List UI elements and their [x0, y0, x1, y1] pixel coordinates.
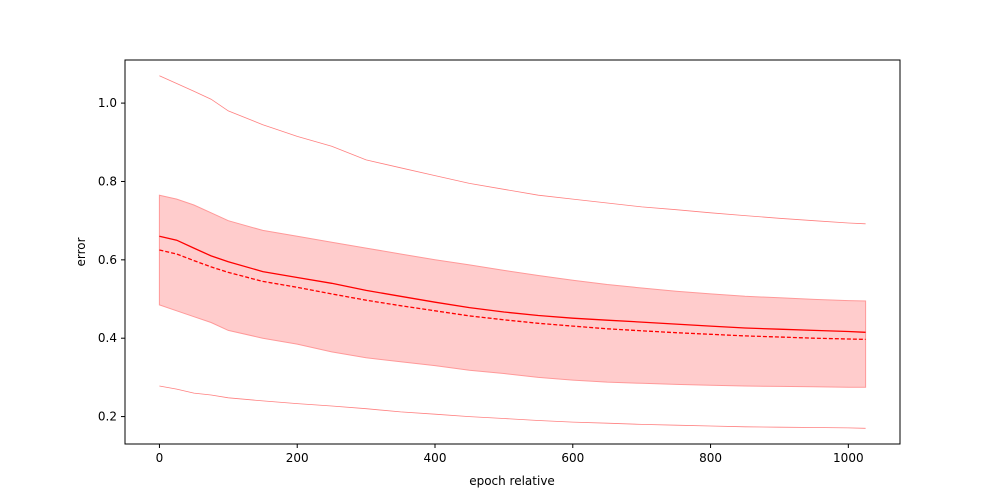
x-tick-label: 200 [286, 451, 309, 465]
x-axis-ticks: 0 200 400 600 800 1000 [156, 444, 864, 465]
y-tick-label: 0.2 [98, 410, 117, 424]
outer-upper-line [159, 75, 866, 225]
axes-frame [124, 59, 901, 445]
y-tick-label: 0.6 [98, 253, 117, 267]
y-tick-label: 1.0 [98, 96, 117, 110]
x-tick-label: 600 [561, 451, 584, 465]
confidence-band [158, 194, 867, 388]
y-tick-label: 0.4 [98, 331, 117, 345]
x-tick-label: 0 [156, 451, 164, 465]
solid-series-line [159, 235, 866, 333]
x-tick-label: 800 [699, 451, 722, 465]
y-axis-ticks: 0.2 0.4 0.6 0.8 1.0 [98, 96, 125, 424]
y-tick-label: 0.8 [98, 174, 117, 188]
x-axis-title: epoch relative [469, 474, 555, 488]
dashed-series-line [159, 249, 866, 341]
x-tick-label: 400 [424, 451, 447, 465]
plot-area [158, 75, 867, 429]
outer-lower-line [159, 385, 866, 429]
y-axis-title: error [74, 237, 88, 266]
x-tick-label: 1000 [833, 451, 864, 465]
